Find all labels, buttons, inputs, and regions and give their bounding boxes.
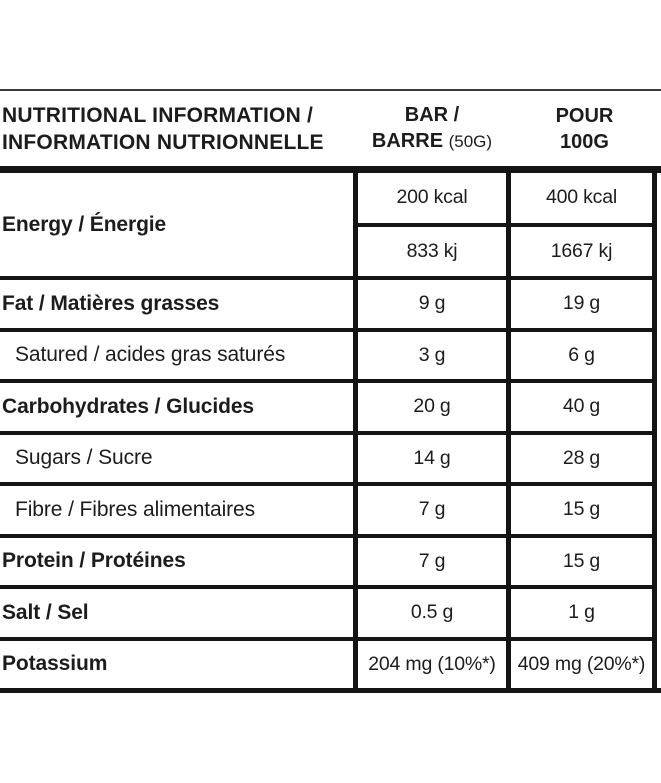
energy-per100-kj: 1667 kj [550,239,613,262]
row-label-fat: Fat / Matières grasses [2,291,220,315]
table-row-fat: Fat / Matières grasses 9 g 19 g [0,276,657,328]
row-label-fibre: Fibre / Fibres alimentaires [15,497,256,521]
fat-per100-value: 19 g [506,280,657,328]
carbohydrates-bar-value: 20 g [353,383,506,431]
header-title-line2: INFORMATION NUTRIONNELLE [2,130,324,154]
energy-per100-cell: 400 kcal 1667 kj [506,173,657,276]
fibre-bar-value: 7 g [353,486,506,534]
salt-per100-value: 1 g [506,589,657,637]
row-label-salt: Salt / Sel [2,600,89,624]
header-thick-divider [0,166,661,173]
row-label-saturated: Satured / acides gras saturés [15,343,286,367]
table-row-protein: Protein / Protéines 7 g 15 g [0,533,657,585]
table-row-potassium: Potassium 204 mg (10%*) 409 mg (20%*) [0,636,657,688]
header-col-bar: BAR / BARRE (50G) [353,102,511,155]
fat-bar-value: 9 g [353,280,506,328]
header-col-bar-line1: BAR / [404,104,460,126]
sugars-per100-value: 28 g [506,434,657,482]
saturated-bar-value: 3 g [353,331,506,379]
potassium-bar-value: 204 mg (10%*) [353,640,506,688]
fibre-per100-value: 15 g [506,486,657,534]
energy-bar-cell: 200 kcal 833 kj [353,173,506,276]
header-col-bar-line2: BARRE (50G) [353,128,511,155]
table-row-energy: Energy / Énergie 200 kcal 833 kj 400 kca… [0,173,657,276]
header-col-per100-line2: 100G [560,130,609,153]
energy-bar-kj: 833 kj [406,239,458,262]
row-label-protein: Protein / Protéines [2,549,186,573]
sugars-bar-value: 14 g [353,434,506,482]
protein-per100-value: 15 g [506,537,657,585]
table-row-fibre: Fibre / Fibres alimentaires 7 g 15 g [0,482,657,534]
table-row-sugars: Sugars / Sucre 14 g 28 g [0,430,657,482]
saturated-per100-value: 6 g [506,331,657,379]
header-col-bar-name: BARRE [371,130,444,152]
potassium-per100-value: 409 mg (20%*) [506,640,657,688]
header-title: NUTRITIONAL INFORMATION / INFORMATION NU… [0,102,353,156]
protein-bar-value: 7 g [353,537,506,585]
salt-bar-value: 0.5 g [353,589,506,637]
header-col-per100: POUR 100G [511,103,658,155]
energy-per100-kcal: 400 kcal [511,173,652,227]
energy-bar-kcal: 200 kcal [358,173,506,227]
header-title-line1: NUTRITIONAL INFORMATION / [2,103,314,127]
table-row-salt: Salt / Sel 0.5 g 1 g [0,585,657,637]
header-col-bar-note: (50G) [448,132,493,151]
table-row-carbohydrates: Carbohydrates / Glucides 20 g 40 g [0,379,657,431]
bottom-divider [0,688,661,693]
top-divider [0,89,661,91]
carbohydrates-per100-value: 40 g [506,383,657,431]
nutrition-table: Energy / Énergie 200 kcal 833 kj 400 kca… [0,173,657,688]
table-row-saturated: Satured / acides gras saturés 3 g 6 g [0,327,657,379]
table-header: NUTRITIONAL INFORMATION / INFORMATION NU… [0,91,661,166]
row-label-sugars: Sugars / Sucre [15,446,153,470]
row-label-carbohydrates: Carbohydrates / Glucides [2,394,255,418]
header-col-per100-line1: POUR [555,104,614,127]
row-label-energy: Energy / Énergie [2,212,167,236]
row-label-potassium: Potassium [2,652,108,676]
